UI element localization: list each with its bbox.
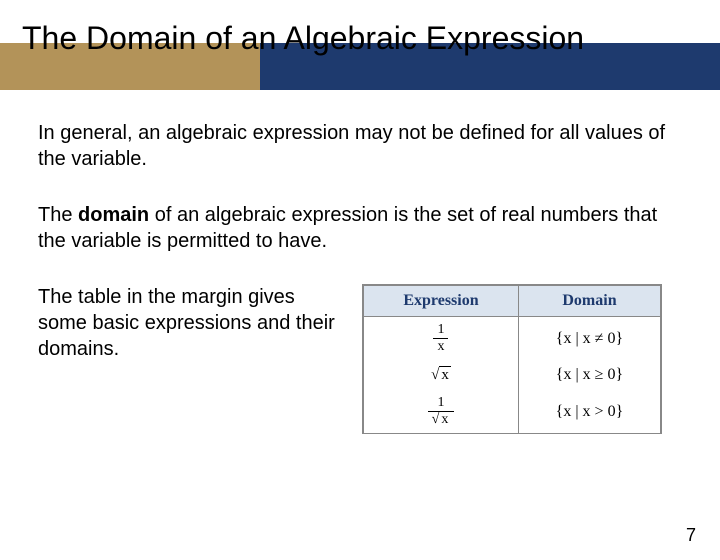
domain-cell: {x | x ≥ 0} (518, 360, 660, 390)
slide-title: The Domain of an Algebraic Expression (22, 20, 584, 57)
denominator: √x (428, 412, 455, 427)
numerator: 1 (433, 323, 448, 339)
fraction: 1 √x (428, 396, 455, 427)
paragraph-1: In general, an algebraic expression may … (38, 120, 682, 172)
table-row: 1 x {x | x ≠ 0} (364, 317, 661, 361)
bottom-row: The table in the margin gives some basic… (38, 284, 682, 434)
radicand: x (439, 366, 451, 383)
domain-table: Expression Domain 1 x {x | x ≠ 0} (362, 284, 662, 434)
table-caption: The table in the margin gives some basic… (38, 284, 338, 362)
table-header-row: Expression Domain (364, 286, 661, 317)
table-row: 1 √x {x | x > 0} (364, 390, 661, 433)
sqrt-expr: √x (431, 366, 451, 383)
denominator: x (433, 339, 448, 354)
fraction: 1 x (433, 323, 448, 354)
numerator: 1 (428, 396, 455, 412)
th-expression: Expression (364, 286, 519, 317)
p2-bold: domain (78, 204, 149, 226)
table-row: √x {x | x ≥ 0} (364, 360, 661, 390)
expr-cell: 1 √x (364, 390, 519, 433)
radicand: x (439, 411, 450, 427)
domain-cell: {x | x ≠ 0} (518, 317, 660, 361)
domain-cell: {x | x > 0} (518, 390, 660, 433)
slide-header: The Domain of an Algebraic Expression (0, 20, 720, 90)
expr-cell: 1 x (364, 317, 519, 361)
p2-before: The (38, 204, 78, 226)
slide-content: In general, an algebraic expression may … (0, 90, 720, 434)
page-number: 7 (686, 525, 696, 546)
th-domain: Domain (518, 286, 660, 317)
expr-cell: √x (364, 360, 519, 390)
paragraph-2: The domain of an algebraic expression is… (38, 202, 682, 254)
